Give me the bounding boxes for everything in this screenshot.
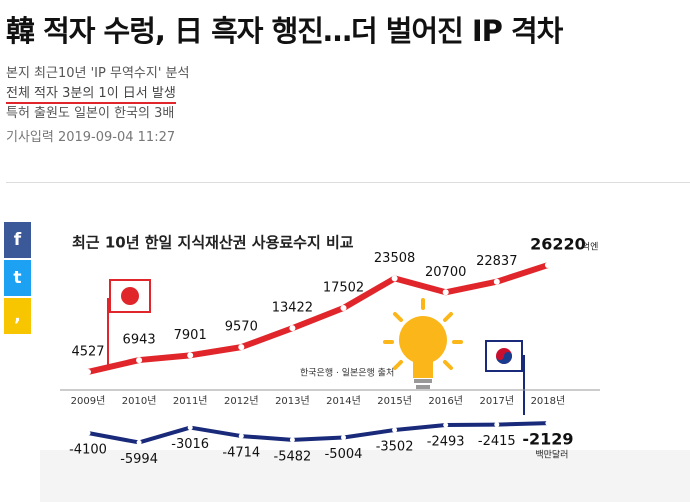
date: 기사입력 2019-09-04 11:27 <box>6 130 176 145</box>
point <box>341 435 346 441</box>
point <box>85 368 91 375</box>
point <box>136 357 143 364</box>
point <box>392 427 398 433</box>
subtitle: 본지 최근10년 'IP 무역수지' 분석 <box>6 66 190 81</box>
x-tick-label: 2017년 <box>479 395 514 407</box>
japan-flag-disc <box>121 287 139 305</box>
chart-title: 최근 10년 한일 지식재산권 사용료수지 비교 <box>72 234 354 252</box>
data-label: 26220 <box>530 235 586 254</box>
data-label: 9570 <box>225 320 258 335</box>
subtitle: 전체 적자 3분의 1이 日서 발생 <box>6 82 176 104</box>
headline: 韓 적자 수렁, 日 흑자 행진…더 벌어진 IP 격차 <box>6 14 563 48</box>
data-label: -2129 <box>522 430 573 449</box>
point <box>187 352 194 359</box>
lightbulb <box>383 298 463 389</box>
data-label: -3016 <box>171 437 209 452</box>
data-label: 13422 <box>272 301 313 316</box>
data-label: -2415 <box>478 434 516 449</box>
point <box>545 420 551 426</box>
subtitle: 특허 출원도 일본이 한국의 3배 <box>6 106 175 121</box>
x-tick-label: 2012년 <box>224 395 259 407</box>
series-line <box>87 262 549 375</box>
data-label: -4100 <box>69 443 107 458</box>
data-label: 7901 <box>174 328 207 343</box>
point <box>85 430 91 436</box>
data-label: -4714 <box>222 446 260 461</box>
unit-label: 억엔 <box>582 241 599 253</box>
data-label: -5482 <box>274 449 312 464</box>
x-tick-label: 2011년 <box>173 395 208 407</box>
x-tick-label: 2014년 <box>326 395 361 407</box>
unit-label: 백만달러 <box>535 449 568 461</box>
point <box>442 289 449 296</box>
data-label: 17502 <box>323 281 364 296</box>
point <box>544 262 551 269</box>
facebook-share[interactable]: f <box>4 222 31 258</box>
point <box>187 425 193 431</box>
data-label: -2493 <box>427 434 465 449</box>
data-label: 22837 <box>476 254 517 269</box>
data-label: 20700 <box>425 265 466 280</box>
x-tick-label: 2015년 <box>377 395 412 407</box>
chart-bg-bottom <box>40 450 690 502</box>
x-tick-label: 2013년 <box>275 395 310 407</box>
data-label: -5994 <box>120 452 158 467</box>
divider <box>6 182 690 183</box>
point <box>238 344 245 351</box>
kakao-share[interactable]: , <box>4 298 31 334</box>
data-label: 6943 <box>123 333 156 348</box>
data-label: 23508 <box>374 251 415 266</box>
x-tick-label: 2010년 <box>122 395 157 407</box>
point <box>289 325 296 332</box>
point <box>443 422 449 428</box>
korea-flag-disc-blue <box>496 352 512 364</box>
series-line <box>87 421 548 445</box>
point <box>391 275 398 282</box>
x-tick-label: 2018년 <box>531 395 566 407</box>
point <box>340 305 347 312</box>
point <box>238 433 244 439</box>
data-label: 4527 <box>71 344 104 359</box>
x-tick-label: 2009년 <box>71 395 106 407</box>
point <box>136 439 142 445</box>
point <box>494 422 500 428</box>
source: 한국은행 · 일본은행 출처 <box>300 367 394 379</box>
subtitle-highlight: 전체 적자 3분의 1이 日서 발생 <box>6 86 176 104</box>
point <box>493 278 500 285</box>
data-label: -5004 <box>325 447 363 462</box>
x-tick-label: 2016년 <box>428 395 463 407</box>
point <box>289 437 295 443</box>
data-label: -3502 <box>376 440 414 455</box>
twitter-share[interactable]: t <box>4 260 31 296</box>
